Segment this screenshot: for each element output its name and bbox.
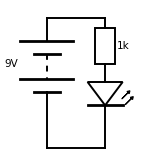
- Text: 9V: 9V: [4, 60, 18, 70]
- Text: 1k: 1k: [117, 41, 130, 51]
- Bar: [95, 28, 115, 64]
- FancyArrow shape: [125, 97, 133, 105]
- Polygon shape: [88, 82, 123, 105]
- FancyArrow shape: [122, 91, 130, 99]
